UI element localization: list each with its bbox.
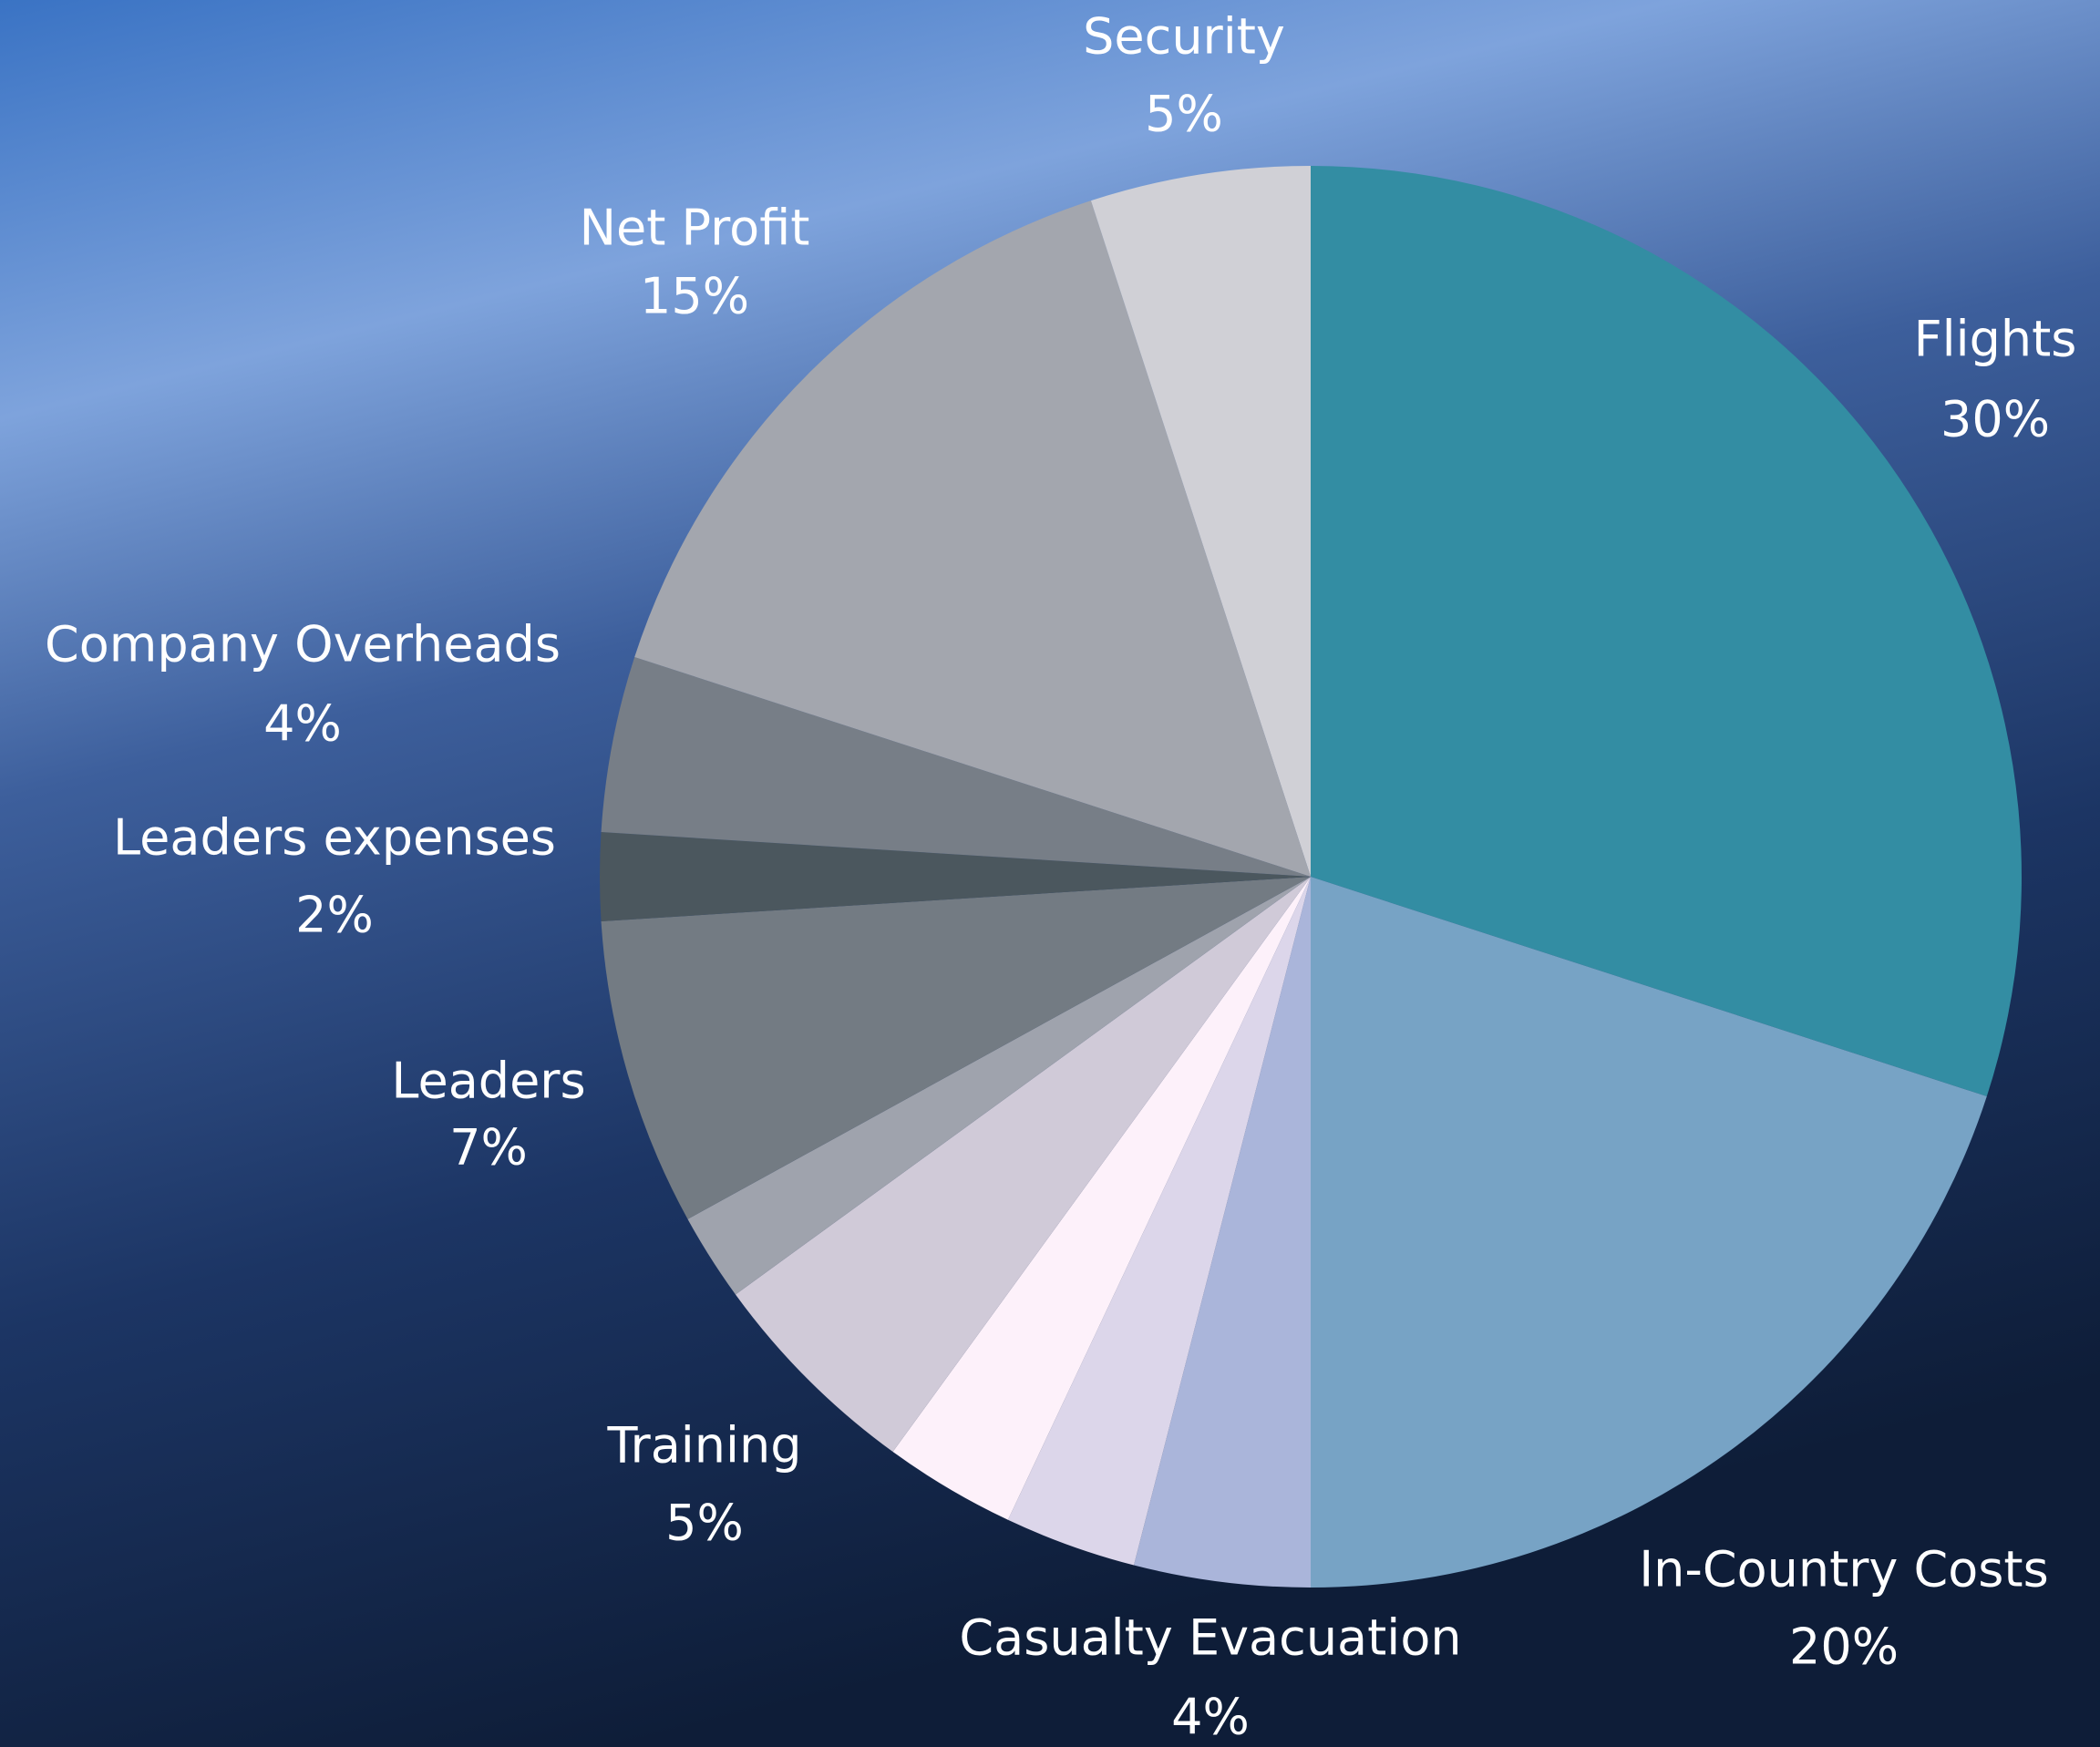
slice-label: Leaders bbox=[391, 1053, 585, 1110]
slice-label: Leaders expenses bbox=[113, 809, 556, 867]
slice-label: Casualty Evacuation bbox=[959, 1609, 1461, 1667]
slice-value-label: 2% bbox=[295, 887, 374, 944]
chart: Flights 30% In-Country Costs 20% Casualty Ev… bbox=[0, 0, 2100, 1747]
slice-label: In-Country Costs bbox=[1639, 1541, 2049, 1598]
pie bbox=[600, 166, 2022, 1588]
slice-value-label: 4% bbox=[1171, 1689, 1250, 1746]
slice-value-label: 4% bbox=[263, 695, 342, 753]
slice-value-label: 5% bbox=[1145, 86, 1223, 143]
slice-label: Security bbox=[1083, 8, 1285, 66]
slice-value-label: 7% bbox=[449, 1119, 528, 1177]
slice-value-label: 30% bbox=[1940, 391, 2050, 448]
slice-value-label: 20% bbox=[1789, 1619, 1899, 1676]
slice-label: Net Profit bbox=[580, 200, 810, 257]
slice-label: Training bbox=[606, 1417, 801, 1475]
slice-label: Company Overheads bbox=[45, 616, 561, 673]
slice-value-label: 15% bbox=[640, 268, 749, 325]
slice-value-label: 5% bbox=[665, 1495, 744, 1552]
slice-label: Flights bbox=[1914, 311, 2077, 368]
